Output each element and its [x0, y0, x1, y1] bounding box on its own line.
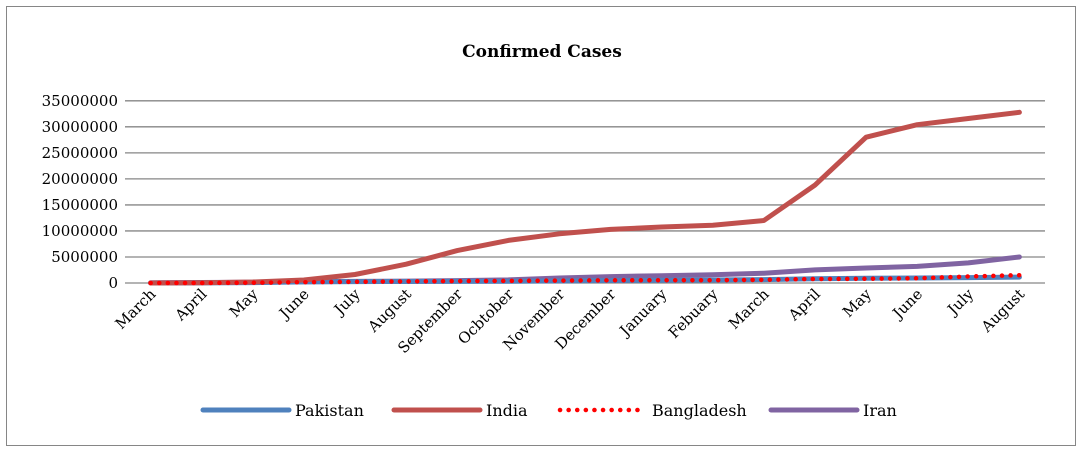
x-tick-label: Febuary: [665, 285, 722, 342]
x-tick-label: June: [888, 285, 926, 323]
x-tick-label: June: [274, 285, 312, 323]
series-line-bangladesh: [148, 272, 1022, 286]
series-line-india: [148, 109, 1022, 286]
x-tick-label: April: [784, 285, 824, 325]
x-tick-label: May: [839, 285, 875, 321]
chart-title: Confirmed Cases: [462, 42, 622, 62]
x-tick-label: March: [112, 285, 160, 333]
x-axis-tick-labels: March April May June July AugustSeptemberOcbt…: [112, 285, 1029, 357]
x-tick-label: March: [725, 285, 773, 333]
y-tick-label: 25000000: [42, 144, 118, 162]
x-tick-label: July: [943, 285, 978, 320]
legend: Pakistan India Bangladesh Iran: [200, 401, 897, 420]
y-axis-tick-labels: 0 5000000 10000000 15000000 20000000 25000000…: [42, 92, 118, 292]
x-tick-label: August: [364, 285, 415, 336]
x-tick-label: May: [226, 285, 262, 321]
chart-svg: Confirmed Cases 0 5000000 10000000 15000000…: [42, 42, 1045, 420]
x-tick-label: July: [329, 285, 364, 320]
legend-label-pakistan: Pakistan: [295, 401, 364, 420]
series-lines: [148, 109, 1022, 286]
y-tick-label: 30000000: [42, 118, 118, 136]
y-tick-label: 5000000: [51, 248, 118, 266]
y-tick-label: 0: [108, 274, 118, 292]
chart-frame: Confirmed Cases 0 5000000 10000000 15000000…: [6, 6, 1076, 446]
legend-label-bangladesh: Bangladesh: [652, 401, 747, 420]
y-tick-label: 35000000: [42, 92, 118, 110]
x-tick-label: August: [977, 285, 1028, 336]
x-tick-label: January: [615, 285, 671, 341]
y-tick-label: 20000000: [42, 170, 118, 188]
x-tick-label: April: [171, 285, 211, 325]
y-tick-label: 10000000: [42, 222, 118, 240]
legend-label-iran: Iran: [863, 401, 897, 420]
legend-label-india: India: [486, 401, 528, 420]
y-tick-label: 15000000: [42, 196, 118, 214]
